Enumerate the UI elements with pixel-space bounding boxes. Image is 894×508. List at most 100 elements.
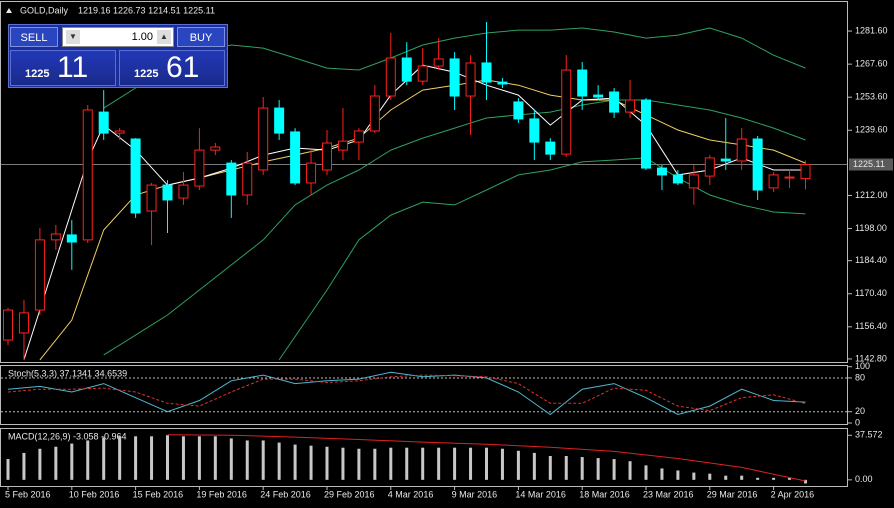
candle-body [401, 57, 412, 82]
candle-body [385, 57, 396, 97]
ask-box[interactable]: 1225 61 [119, 50, 225, 86]
histogram-bar [166, 435, 169, 480]
histogram-bar [341, 447, 345, 480]
histogram-bar [580, 457, 584, 480]
histogram-bar [516, 450, 520, 480]
candle-body [130, 138, 141, 214]
y-tick-label: 1239.60 [855, 125, 888, 135]
candle-body [178, 184, 189, 199]
x-tick-label: 4 Mar 2016 [388, 489, 434, 499]
ohlc-text: 1219.16 1226.73 1214.51 1225.11 [78, 5, 215, 15]
candle-body [258, 107, 269, 171]
y-tick-label: 1142.80 [855, 353, 887, 363]
histogram-bar [86, 440, 90, 480]
candle-body [162, 184, 173, 201]
histogram-bar [612, 459, 616, 480]
candle-body [194, 149, 205, 187]
candle-body [641, 99, 651, 169]
trade-panel: SELL 1.00 ▼ ▲ BUY 1225 11 1225 61 [8, 24, 228, 88]
candle-body [98, 111, 109, 134]
collapse-icon[interactable] [6, 8, 12, 13]
histogram-bar [293, 444, 297, 480]
y-tick-label: 1253.60 [855, 92, 888, 102]
histogram-bar [469, 447, 473, 480]
histogram-bar [277, 442, 281, 480]
sell-button[interactable]: SELL [10, 27, 58, 47]
bid-box[interactable]: 1225 11 [10, 50, 116, 86]
histogram-bar [676, 470, 680, 480]
indicator-line [39, 79, 806, 361]
histogram-bar [740, 475, 744, 480]
x-tick-label: 18 Mar 2016 [579, 489, 630, 499]
candle-body [784, 176, 795, 179]
candle-body [720, 158, 731, 162]
candle-body [768, 174, 779, 189]
histogram-bar [596, 458, 600, 480]
histogram-bar [405, 447, 409, 480]
indicator-line [23, 64, 806, 361]
candle-body [3, 309, 13, 341]
x-tick-label: 15 Feb 2016 [133, 489, 184, 499]
histogram-bar [532, 452, 536, 480]
candle-body [465, 62, 476, 97]
y-tick-label: 20 [855, 406, 865, 416]
histogram-bar [6, 459, 10, 480]
candle-body [274, 107, 285, 134]
histogram-bar [38, 448, 42, 480]
candle-body [146, 184, 157, 212]
histogram-bar [309, 445, 313, 480]
indicator-line [167, 434, 806, 482]
stoch-panel-border [0, 365, 848, 425]
histogram-bar [102, 437, 106, 480]
y-tick-label: 1156.40 [855, 321, 887, 331]
symbol-title: GOLD,Daily [20, 5, 69, 15]
candle-body [417, 65, 428, 82]
histogram-bar [548, 455, 552, 480]
main-plot [1, 22, 847, 361]
last-price-label: 1225.11 [853, 159, 885, 169]
lots-up[interactable]: ▲ [157, 30, 171, 44]
histogram-bar [197, 436, 201, 480]
x-tick-label: 9 Mar 2016 [452, 489, 498, 499]
candle-body [66, 234, 77, 243]
histogram-bar [261, 440, 265, 480]
candle-body [736, 138, 747, 162]
macd-title: MACD(12,26,9) -3.058 -0.964 [8, 431, 127, 441]
candle-body [513, 101, 524, 120]
indicator-line [7, 371, 806, 416]
ask-small: 61 [166, 51, 200, 84]
buy-button[interactable]: BUY [177, 27, 225, 47]
candle-body [322, 142, 332, 171]
histogram-bar [70, 443, 74, 480]
histogram-bar [453, 447, 457, 480]
y-tick-label: 1281.60 [855, 25, 888, 35]
bid-big: 1225 [25, 68, 50, 80]
histogram-bar [22, 452, 26, 480]
histogram-bar [628, 461, 632, 480]
candle-body [226, 162, 237, 196]
candle-body [561, 69, 572, 155]
candle-body [593, 94, 604, 98]
last-price-box [849, 158, 893, 171]
lots-input[interactable]: 1.00 [62, 27, 174, 47]
histogram-bar [485, 447, 488, 480]
lots-down[interactable]: ▼ [66, 30, 80, 44]
histogram-bar [134, 436, 138, 480]
y-tick-label: 1184.40 [855, 255, 887, 265]
candle-body [656, 167, 667, 176]
candle-body [34, 239, 45, 311]
candle-body [210, 146, 221, 151]
ask-big: 1225 [134, 68, 159, 80]
candle-body [704, 157, 715, 177]
candle-body [114, 130, 125, 134]
histogram-bar [724, 475, 728, 480]
histogram-bar [229, 438, 233, 480]
candle-body [290, 131, 301, 184]
histogram-bar [756, 477, 760, 480]
histogram-bar [373, 448, 377, 480]
x-tick-label: 29 Mar 2016 [707, 489, 758, 499]
candle-body [529, 118, 540, 143]
candle-body [449, 58, 460, 97]
x-tick-label: 14 Mar 2016 [515, 489, 566, 499]
